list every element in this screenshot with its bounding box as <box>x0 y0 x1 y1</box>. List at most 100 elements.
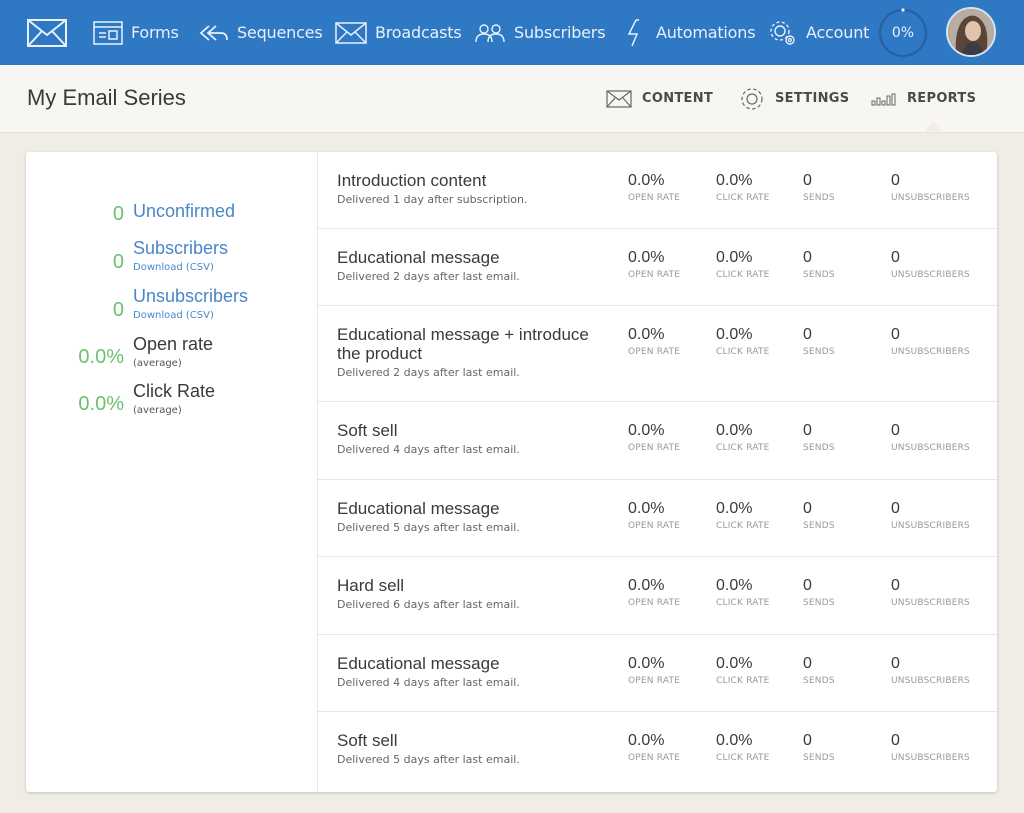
metric-click-label: CLICK RATE <box>716 753 770 763</box>
email-delivery-text: Delivered 5 days after last email. <box>337 521 520 534</box>
email-title[interactable]: Soft sell <box>337 731 398 750</box>
metric-unsub-value: 0 <box>891 172 900 189</box>
metric-open-label: OPEN RATE <box>628 443 681 453</box>
metric-sends: 0 SENDS <box>803 422 835 453</box>
metric-unsub-value: 0 <box>891 326 900 343</box>
metric-click: 0.0% CLICK RATE <box>716 577 770 608</box>
metric-click-value: 0.0% <box>716 500 753 517</box>
unsubscribers-download-link[interactable]: Download (CSV) <box>133 310 214 321</box>
tab-content[interactable]: CONTENT <box>606 65 713 132</box>
metric-unsub: 0 UNSUBSCRIBERS <box>891 500 970 531</box>
metric-sends-label: SENDS <box>803 443 835 453</box>
email-title[interactable]: Educational message <box>337 654 500 673</box>
email-row[interactable]: Educational message + introduce the prod… <box>318 306 997 402</box>
gear-icon <box>770 20 795 45</box>
nav-account[interactable]: Account <box>768 0 869 65</box>
metric-click-label: CLICK RATE <box>716 521 770 531</box>
stat-click-rate-label: Click Rate <box>133 381 216 401</box>
metric-unsub-label: UNSUBSCRIBERS <box>891 521 970 531</box>
metric-open: 0.0% OPEN RATE <box>628 732 680 763</box>
sequences-icon <box>199 24 228 41</box>
metric-open-value: 0.0% <box>628 422 665 439</box>
metric-open: 0.0% OPEN RATE <box>628 577 680 608</box>
summary-panel: 0 Unconfirmed 0 Subscribers Download (CS… <box>26 152 318 792</box>
metric-sends-label: SENDS <box>803 347 835 357</box>
metric-click-value: 0.0% <box>716 655 753 672</box>
metric-open-label: OPEN RATE <box>628 521 681 531</box>
metric-unsub: 0 UNSUBSCRIBERS <box>891 577 970 608</box>
metric-open: 0.0% OPEN RATE <box>628 655 680 686</box>
email-row[interactable]: Introduction content Delivered 1 day afte… <box>318 152 997 229</box>
metric-sends-value: 0 <box>803 655 812 672</box>
metric-unsub-value: 0 <box>891 500 900 517</box>
stat-subscribers-link[interactable]: Subscribers <box>133 238 229 258</box>
avatar[interactable] <box>946 7 996 57</box>
metric-click-label: CLICK RATE <box>716 347 770 357</box>
metric-open-value: 0.0% <box>628 172 665 189</box>
mail-logo-icon[interactable] <box>27 19 67 47</box>
gear-icon <box>741 87 763 110</box>
metric-sends-label: SENDS <box>803 676 835 686</box>
nav-subscribers[interactable]: Subscribers <box>474 0 606 65</box>
user-photo-icon <box>948 9 994 55</box>
page-header: My Email Series CONTENT SETTINGS REPORTS <box>0 65 1024 133</box>
metric-unsub-value: 0 <box>891 655 900 672</box>
stat-open-rate-value: 0.0% <box>78 346 124 368</box>
tab-reports[interactable]: REPORTS <box>871 65 976 132</box>
metric-click: 0.0% CLICK RATE <box>716 326 770 357</box>
email-row[interactable]: Hard sell Delivered 6 days after last ema… <box>318 557 997 635</box>
envelope-icon <box>606 89 632 108</box>
stat-click-rate: 0.0% Click Rate (average) <box>26 381 318 427</box>
tab-reports-label: REPORTS <box>907 91 977 106</box>
reports-card: 0 Unconfirmed 0 Subscribers Download (CS… <box>26 152 997 792</box>
metric-click: 0.0% CLICK RATE <box>716 655 770 686</box>
stat-subscribers: 0 Subscribers Download (CSV) <box>26 238 318 284</box>
nav-sequences[interactable]: Sequences <box>199 0 323 65</box>
tab-settings[interactable]: SETTINGS <box>739 65 849 132</box>
nav-forms-label: Forms <box>131 23 179 42</box>
email-row[interactable]: Educational message Delivered 4 days afte… <box>318 635 997 712</box>
stat-unconfirmed: 0 Unconfirmed <box>26 198 318 244</box>
email-title[interactable]: Educational message <box>337 499 500 518</box>
metric-sends-value: 0 <box>803 249 812 266</box>
metric-sends-value: 0 <box>803 500 812 517</box>
nav-forms[interactable]: Forms <box>93 0 179 65</box>
metric-unsub-value: 0 <box>891 422 900 439</box>
metric-open-value: 0.0% <box>628 732 665 749</box>
email-title[interactable]: Hard sell <box>337 576 405 595</box>
email-row[interactable]: Soft sell Delivered 5 days after last ema… <box>318 712 997 792</box>
nav-broadcasts-label: Broadcasts <box>375 23 462 42</box>
metric-sends: 0 SENDS <box>803 249 835 280</box>
email-title[interactable]: Soft sell <box>337 421 398 440</box>
metric-unsub: 0 UNSUBSCRIBERS <box>891 422 970 453</box>
metric-sends: 0 SENDS <box>803 172 835 203</box>
stat-unconfirmed-link[interactable]: Unconfirmed <box>133 201 236 221</box>
broadcast-icon <box>335 21 367 44</box>
progress-ring[interactable] <box>877 7 929 59</box>
email-title[interactable]: Educational message <box>337 248 500 267</box>
email-delivery-text: Delivered 2 days after last email. <box>337 270 520 283</box>
metric-sends-label: SENDS <box>803 193 835 203</box>
metric-open-value: 0.0% <box>628 577 665 594</box>
active-tab-indicator <box>925 121 941 131</box>
metric-open: 0.0% OPEN RATE <box>628 422 680 453</box>
metric-unsub-label: UNSUBSCRIBERS <box>891 270 970 280</box>
email-title[interactable]: Introduction content <box>337 171 487 190</box>
stat-unsubscribers-link[interactable]: Unsubscribers <box>133 286 249 306</box>
bar-chart-icon <box>871 93 896 105</box>
metric-click-value: 0.0% <box>716 249 753 266</box>
metric-unsub-label: UNSUBSCRIBERS <box>891 598 970 608</box>
metric-unsub-label: UNSUBSCRIBERS <box>891 443 970 453</box>
email-row[interactable]: Educational message Delivered 2 days afte… <box>318 229 997 306</box>
metric-sends: 0 SENDS <box>803 326 835 357</box>
email-row[interactable]: Educational message Delivered 5 days afte… <box>318 480 997 557</box>
email-title[interactable]: Educational message + introduce the prod… <box>337 325 589 363</box>
stat-open-rate-sub: (average) <box>133 358 182 369</box>
nav-broadcasts[interactable]: Broadcasts <box>335 0 462 65</box>
metric-click: 0.0% CLICK RATE <box>716 500 770 531</box>
stat-open-rate: 0.0% Open rate (average) <box>26 334 318 380</box>
subscribers-download-link[interactable]: Download (CSV) <box>133 262 214 273</box>
page-title: My Email Series <box>27 85 186 110</box>
email-row[interactable]: Soft sell Delivered 4 days after last ema… <box>318 402 997 480</box>
nav-automations[interactable]: Automations <box>624 0 756 65</box>
